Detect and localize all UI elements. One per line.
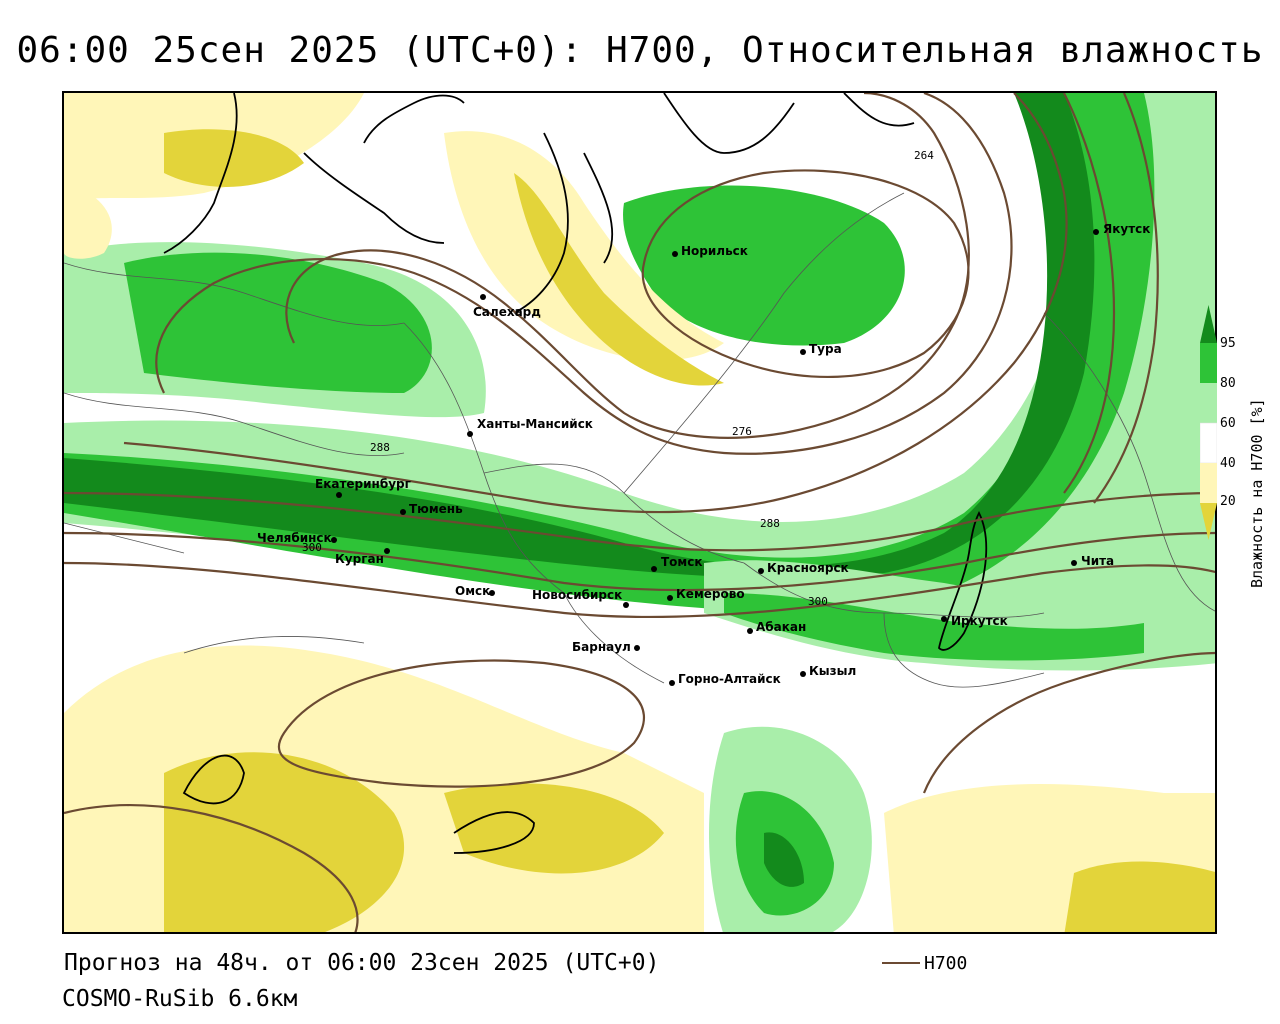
colorbar-tick: 60 — [1220, 416, 1236, 431]
city-tura: Тура — [800, 342, 842, 356]
city-label: Тюмень — [409, 502, 463, 516]
city-label: Красноярск — [767, 561, 849, 575]
city-gorno-altaysk: Горно-Алтайск — [669, 672, 781, 686]
city-label: Ханты-Мансийск — [477, 417, 593, 431]
contour-label-group: 264 276 288 288 300 300 — [302, 149, 934, 608]
h700-legend-label: H700 — [924, 953, 968, 974]
contour-label: 300 — [302, 541, 322, 554]
city-kyzyl: Кызыл — [800, 664, 856, 678]
contour-label: 288 — [370, 441, 390, 454]
city-chelyabinsk: Челябинск — [257, 531, 337, 545]
city-ekaterinburg: Екатеринбург — [315, 477, 411, 498]
forecast-info: Прогноз на 48ч. от 06:00 23сен 2025 (UTC… — [64, 950, 660, 976]
city-salekhard: Салехард — [473, 294, 541, 319]
contour-label: 300 — [808, 595, 828, 608]
city-label: Чита — [1081, 554, 1114, 568]
model-name: COSMO-RuSib 6.6км — [62, 986, 298, 1012]
city-kemerovo: Кемерово — [667, 587, 745, 601]
city-label: Горно-Алтайск — [678, 672, 781, 686]
city-label: Абакан — [756, 620, 806, 634]
h700-legend-line — [882, 962, 920, 964]
city-abakan: Абакан — [747, 620, 806, 634]
city-label: Челябинск — [257, 531, 332, 545]
city-yakutsk: Якутск — [1093, 222, 1150, 236]
city-norilsk: Норильск — [672, 244, 748, 258]
colorbar-tick: 20 — [1220, 494, 1236, 509]
city-khanty-mansiysk: Ханты-Мансийск — [467, 417, 593, 437]
city-label: Новосибирск — [532, 588, 622, 602]
humidity-colorbar — [1200, 305, 1217, 540]
city-label: Курган — [335, 552, 384, 566]
city-label: Кемерово — [676, 587, 745, 601]
map-panel: 264 276 288 288 300 300 Якутск Норильск … — [62, 91, 1217, 934]
city-label: Кызыл — [809, 664, 856, 678]
city-label: Норильск — [681, 244, 748, 258]
city-irkutsk: Иркутск — [941, 614, 1008, 628]
h700-contours — [64, 93, 1215, 932]
city-barnaul: Барнаул — [572, 640, 640, 654]
colorbar-title: Влажность на H700 [%] — [1248, 398, 1266, 588]
city-chita: Чита — [1071, 554, 1114, 568]
city-markers: Якутск Норильск Салехард Тура Ханты-Манс… — [257, 222, 1150, 686]
humidity-fill — [64, 93, 1215, 932]
contour-label: 264 — [914, 149, 934, 162]
city-tyumen: Тюмень — [400, 502, 463, 516]
contour-label: 288 — [760, 517, 780, 530]
city-label: Томск — [661, 555, 703, 569]
city-kurgan: Курган — [335, 548, 390, 566]
map-canvas: 264 276 288 288 300 300 Якутск Норильск … — [64, 93, 1215, 932]
city-label: Салехард — [473, 305, 541, 319]
city-label: Тура — [809, 342, 842, 356]
colorbar-tick: 95 — [1220, 336, 1236, 351]
city-omsk: Омск — [455, 584, 495, 598]
colorbar-tick: 80 — [1220, 376, 1236, 391]
colorbar-tick: 40 — [1220, 456, 1236, 471]
city-label: Иркутск — [951, 614, 1008, 628]
coastlines — [163, 93, 988, 854]
map-title: 06:00 25сен 2025 (UTC+0): H700, Относите… — [16, 30, 1264, 71]
contour-label: 276 — [732, 425, 752, 438]
city-label: Омск — [455, 584, 490, 598]
city-label: Барнаул — [572, 640, 631, 654]
city-tomsk: Томск — [651, 555, 703, 572]
city-label: Екатеринбург — [315, 477, 411, 491]
city-novosibirsk: Новосибирск — [532, 588, 629, 608]
city-label: Якутск — [1103, 222, 1150, 236]
city-krasnoyarsk: Красноярск — [758, 561, 849, 575]
